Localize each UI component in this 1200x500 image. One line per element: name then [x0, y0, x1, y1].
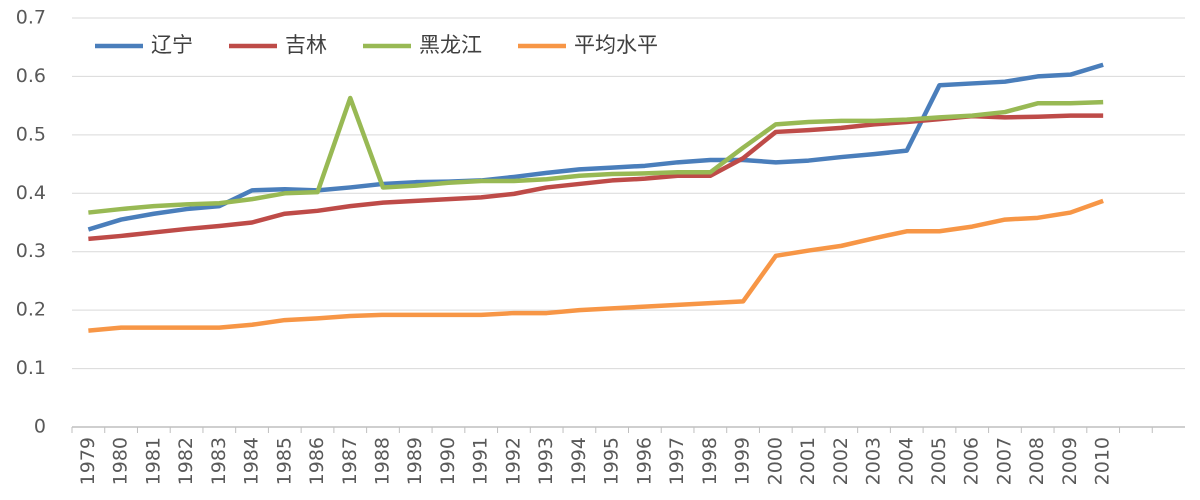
x-tick-label: 1985: [273, 437, 295, 485]
x-tick-label: 1999: [732, 437, 754, 485]
y-tick-label: 0.4: [16, 182, 46, 204]
x-tick-label: 1979: [77, 437, 99, 485]
x-tick-label: 2003: [863, 437, 885, 485]
x-tick-label: 1989: [404, 437, 426, 485]
x-tick-label: 1997: [666, 437, 688, 485]
x-tick-label: 2001: [797, 437, 819, 485]
y-tick-label: 0.3: [16, 240, 46, 262]
legend: 辽宁 吉林 黑龙江 平均水平: [95, 33, 658, 57]
x-tick-label: 1995: [601, 437, 623, 485]
x-tick-label: 1983: [208, 437, 230, 485]
legend-label: 吉林: [285, 33, 327, 57]
x-tick-label: 2005: [928, 437, 950, 485]
x-tick-label: 1984: [241, 437, 263, 485]
x-tick-label: 1998: [699, 437, 721, 485]
series-line: [88, 198, 1104, 333]
x-tick-label: 2006: [961, 437, 983, 485]
x-tick-label: 2010: [1092, 437, 1114, 485]
y-tick-label: 0.2: [16, 299, 46, 321]
x-tick-label: 1996: [633, 437, 655, 485]
series-line: [88, 95, 1104, 215]
legend-label: 黑龙江: [419, 33, 482, 57]
legend-label: 平均水平: [574, 33, 658, 57]
y-tick-label: 0.7: [16, 7, 46, 29]
x-tick-label: 1987: [339, 437, 361, 485]
x-tick-label: 1988: [371, 437, 393, 485]
y-tick-label: 0: [34, 416, 46, 438]
x-tick-label: 2008: [1026, 437, 1048, 485]
x-tick-label: 1994: [568, 437, 590, 485]
x-tick-label: 2009: [1059, 437, 1081, 485]
x-tick-label: 1991: [470, 437, 492, 485]
series-line: [88, 113, 1104, 242]
x-tick-label: 1986: [306, 437, 328, 485]
x-tick-label: 2007: [993, 437, 1015, 485]
y-tick-label: 0.1: [16, 357, 46, 379]
series-line: [87, 62, 1104, 232]
x-tick-label: 1982: [175, 437, 197, 485]
x-tick-label: 1992: [502, 437, 524, 485]
x-tick-label: 1980: [110, 437, 132, 485]
x-tick-label: 2004: [895, 437, 917, 485]
legend-label: 辽宁: [151, 33, 193, 57]
y-tick-label: 0.6: [16, 65, 46, 87]
x-tick-label: 1990: [437, 437, 459, 485]
x-tick-label: 2000: [764, 437, 786, 485]
x-tick-label: 1993: [535, 437, 557, 485]
x-tick-label: 2002: [830, 437, 852, 485]
y-tick-label: 0.5: [16, 123, 46, 145]
x-tick-label: 1981: [142, 437, 164, 485]
